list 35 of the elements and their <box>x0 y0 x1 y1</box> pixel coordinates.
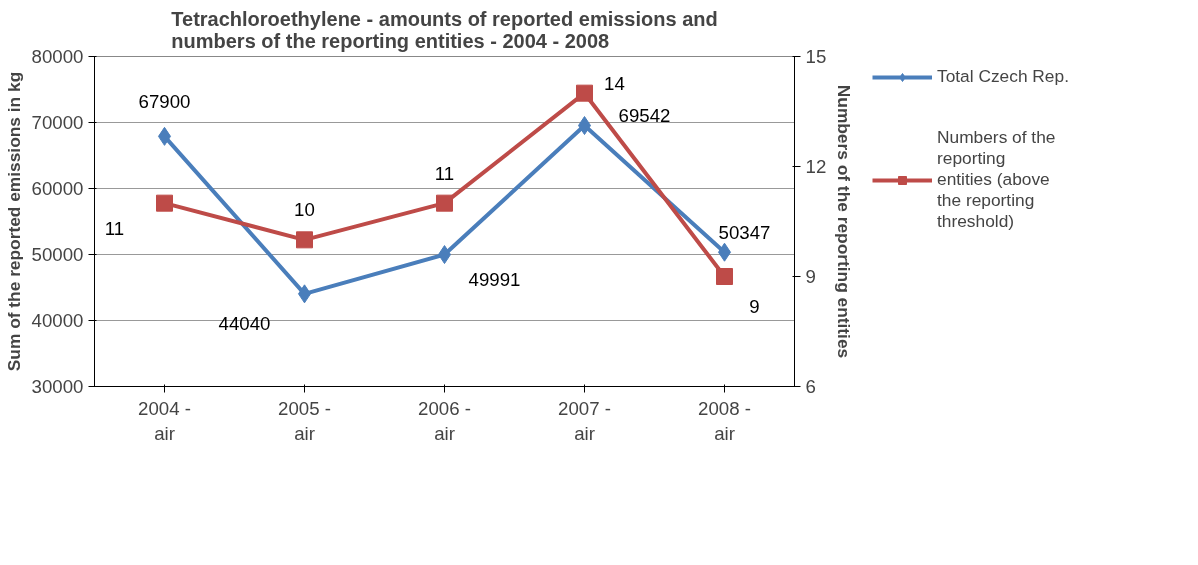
data-label: 10 <box>294 199 315 221</box>
data-label: 44040 <box>218 313 271 335</box>
point <box>436 194 453 212</box>
x-tick-label: 2006 - air <box>418 397 471 444</box>
y2-tick-label: 12 <box>805 156 827 177</box>
point <box>296 231 313 249</box>
chart-title: Tetrachloroethylene - amounts of reported emissions and numbers of the reporting entities - 2004 - 2008 <box>171 7 718 52</box>
x-tick-label: 2005 - air <box>278 397 331 444</box>
legend-label: Numbers of the reporting entities (above the reporting threshold) <box>937 127 1056 232</box>
data-label: 14 <box>604 72 625 94</box>
data-label: 49991 <box>468 269 521 291</box>
data-label: 69542 <box>618 105 671 127</box>
y-tick-label: 50000 <box>31 244 84 265</box>
data-label: 11 <box>434 162 455 184</box>
legend-label: Total Czech Rep. <box>937 66 1069 87</box>
y-tick-label: 40000 <box>31 310 84 331</box>
x-tick-label: 2008 - air <box>698 397 751 444</box>
data-label: 67900 <box>138 90 191 112</box>
point <box>156 194 173 212</box>
data-label: 50347 <box>718 221 771 243</box>
data-label: 9 <box>749 296 760 317</box>
x-tick-label: 2004 - air <box>138 397 191 444</box>
point <box>716 268 733 285</box>
y-tick-label: 60000 <box>31 178 84 199</box>
point <box>576 84 593 102</box>
y2-axis-title: Numbers of the reporting entities <box>834 84 855 359</box>
y-tick-label: 70000 <box>31 112 84 133</box>
y-axis-title: Sum of the reported emissions in kg <box>3 71 24 372</box>
y2-tick-label: 15 <box>805 46 827 67</box>
data-label: 11 <box>104 217 125 239</box>
y2-tick-label: 6 <box>805 376 816 397</box>
y2-tick-label: 9 <box>805 266 816 287</box>
x-tick-label: 2007 - air <box>558 397 611 444</box>
y-tick-label: 30000 <box>31 376 84 397</box>
y-tick-label: 80000 <box>31 46 84 67</box>
